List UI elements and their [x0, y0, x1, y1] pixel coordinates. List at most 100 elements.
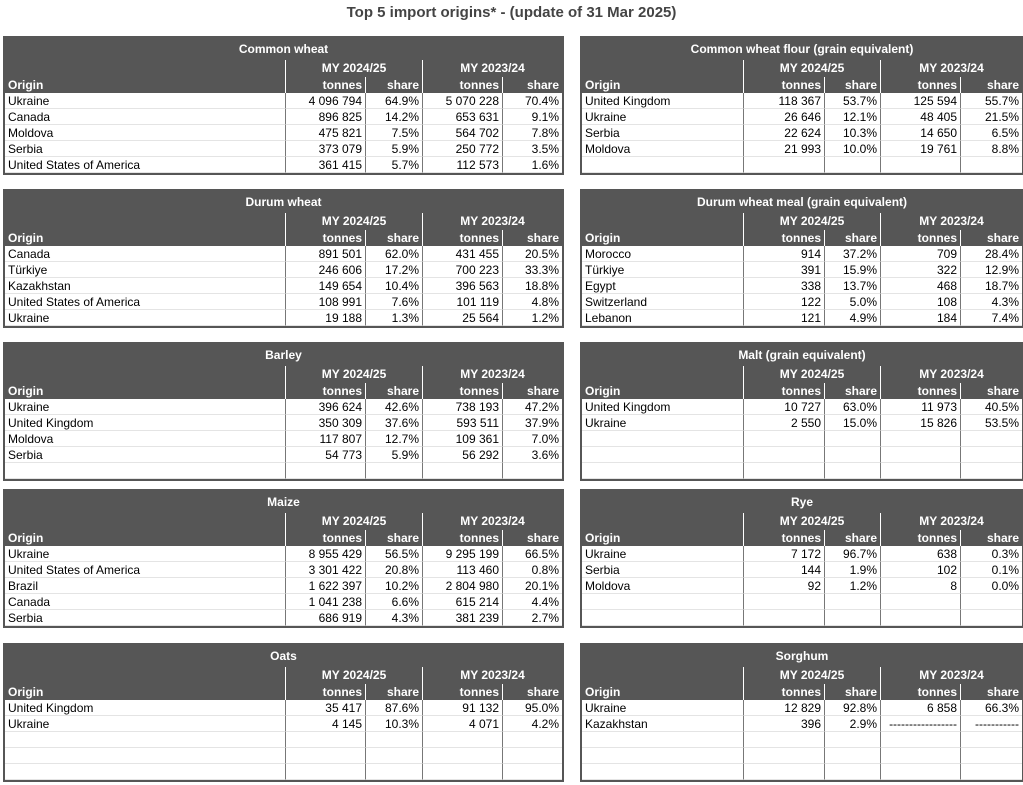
table-cell: Ukraine — [582, 700, 743, 716]
column-header: tonnes — [880, 684, 960, 700]
empty-cell — [582, 431, 743, 447]
table-cell: 108 991 — [285, 294, 365, 310]
empty-cell — [582, 748, 743, 764]
table-cell: 396 — [743, 716, 824, 732]
table-cell: 5.0% — [824, 294, 880, 310]
table-cell: United Kingdom — [582, 399, 743, 415]
table-cell: Serbia — [5, 447, 285, 463]
column-header: tonnes — [743, 684, 824, 700]
period-header: MY 2023/24 — [880, 366, 1022, 383]
table-cell: 8.8% — [960, 141, 1022, 157]
table-title: Oats — [270, 649, 297, 663]
empty-cell — [365, 748, 422, 764]
table-cell: 15.9% — [824, 262, 880, 278]
period-header: MY 2023/24 — [422, 213, 562, 230]
table-grid: MY 2024/25 MY 2023/24 Origin tonnes share ton… — [582, 60, 1022, 173]
table-cell: 5.9% — [365, 447, 422, 463]
table-cell: 144 — [743, 562, 824, 578]
table-cell: 28.4% — [960, 246, 1022, 262]
table-cell: 1 041 238 — [285, 594, 365, 610]
table-grid: MY 2024/25 MY 2023/24 Origin tonnes share ton… — [582, 667, 1022, 780]
period-header: MY 2024/25 — [743, 366, 880, 383]
column-header: tonnes — [743, 77, 824, 93]
table-cell: 40.5% — [960, 399, 1022, 415]
column-header: Origin — [8, 78, 44, 92]
empty-cell — [960, 157, 1022, 173]
table-cell: 66.5% — [502, 546, 562, 562]
table-cell: 125 594 — [880, 93, 960, 109]
table-cell: 396 563 — [422, 278, 502, 294]
table-cell: 14 650 — [880, 125, 960, 141]
empty-cell — [285, 463, 365, 479]
table-cell: 102 — [880, 562, 960, 578]
table-cell: 4.3% — [365, 610, 422, 626]
header-cell — [582, 213, 743, 230]
empty-cell — [502, 732, 562, 748]
table-cell: 475 821 — [285, 125, 365, 141]
table-cell: Ukraine — [582, 546, 743, 562]
table-cell: 92.8% — [824, 700, 880, 716]
table-cell: 9.1% — [502, 109, 562, 125]
table-cell: 55.7% — [960, 93, 1022, 109]
table-cell: 0.8% — [502, 562, 562, 578]
table-grid: MY 2024/25 MY 2023/24 Origin tonnes share ton… — [5, 366, 562, 479]
table-cell: 14.2% — [365, 109, 422, 125]
table-cell: 26 646 — [743, 109, 824, 125]
table-block: Durum wheat MY 2024/25 MY 2023/24 Origin ton… — [3, 189, 564, 328]
table-cell: 66.3% — [960, 700, 1022, 716]
column-header: tonnes — [285, 684, 365, 700]
table-cell: 4.8% — [502, 294, 562, 310]
table-cell: 47.2% — [502, 399, 562, 415]
empty-cell — [880, 748, 960, 764]
table-cell: 11 973 — [880, 399, 960, 415]
table-cell: 246 606 — [285, 262, 365, 278]
column-header: Origin — [8, 531, 44, 545]
period-header: MY 2024/25 — [285, 513, 422, 530]
table-cell: 184 — [880, 310, 960, 326]
empty-cell — [582, 732, 743, 748]
table-cell: Ukraine — [582, 109, 743, 125]
table-cell: 10.3% — [824, 125, 880, 141]
table-cell: 21.5% — [960, 109, 1022, 125]
empty-cell — [285, 764, 365, 780]
table-cell: 112 573 — [422, 157, 502, 173]
empty-cell — [880, 610, 960, 626]
table-cell: 7 172 — [743, 546, 824, 562]
column-header: share — [824, 230, 880, 246]
table-cell: 53.5% — [960, 415, 1022, 431]
table-cell: 338 — [743, 278, 824, 294]
table-grid: MY 2024/25 MY 2023/24 Origin tonnes share ton… — [5, 513, 562, 626]
period-header: MY 2024/25 — [743, 60, 880, 77]
table-cell: 10 727 — [743, 399, 824, 415]
table-cell: 8 955 429 — [285, 546, 365, 562]
table-cell: 109 361 — [422, 431, 502, 447]
table-cell: 37.9% — [502, 415, 562, 431]
table-cell: Egypt — [582, 278, 743, 294]
table-cell: 2 550 — [743, 415, 824, 431]
table-cell: 615 214 — [422, 594, 502, 610]
empty-cell — [422, 764, 502, 780]
table-cell: ----------- — [960, 716, 1022, 732]
period-header: MY 2024/25 — [285, 213, 422, 230]
table-cell: 15.0% — [824, 415, 880, 431]
table-cell: 37.2% — [824, 246, 880, 262]
table-cell: 1.2% — [502, 310, 562, 326]
table-cell: 122 — [743, 294, 824, 310]
table-cell: 0.0% — [960, 578, 1022, 594]
empty-cell — [824, 594, 880, 610]
table-cell: United States of America — [5, 294, 285, 310]
table-cell: 7.5% — [365, 125, 422, 141]
table-cell: Moldova — [582, 141, 743, 157]
period-header: MY 2023/24 — [422, 366, 562, 383]
table-cell: Moldova — [5, 125, 285, 141]
table-cell: 48 405 — [880, 109, 960, 125]
table-cell: 8 — [880, 578, 960, 594]
empty-cell — [582, 594, 743, 610]
column-header: share — [365, 684, 422, 700]
table-cell: United Kingdom — [5, 415, 285, 431]
empty-cell — [502, 764, 562, 780]
table-cell: 10.4% — [365, 278, 422, 294]
table-cell: 101 119 — [422, 294, 502, 310]
empty-cell — [5, 764, 285, 780]
table-cell: 373 079 — [285, 141, 365, 157]
